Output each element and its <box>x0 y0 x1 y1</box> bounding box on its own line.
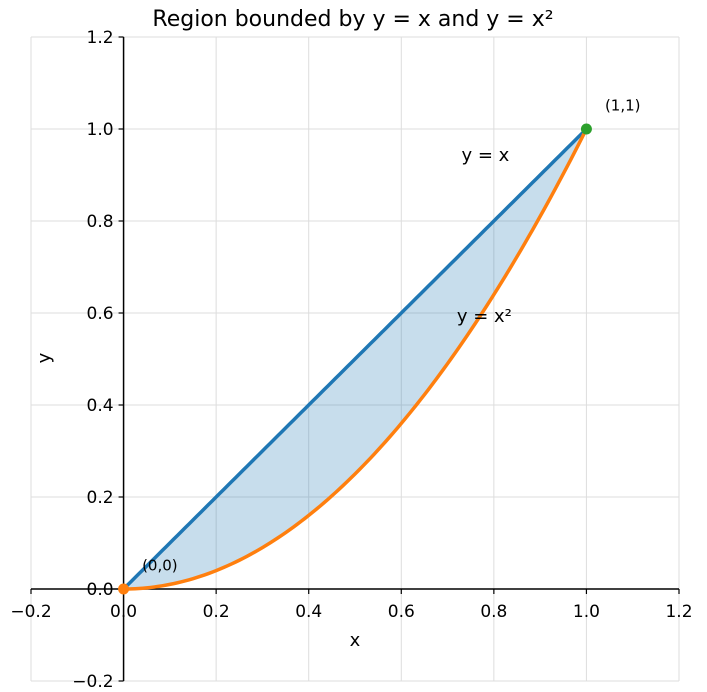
chart-title: Region bounded by y = x and y = x² <box>152 7 553 32</box>
ticks: −0.2 0.0 0.2 0.4 0.6 0.8 1.0 1.2 −0.2 0.0 0.2 0.4 0.… <box>10 28 692 692</box>
x-tick-label: 0.6 <box>388 602 415 622</box>
series-line-1 <box>121 127 589 591</box>
series-line-0 <box>121 127 589 591</box>
highlight-point-0 <box>118 583 130 595</box>
y-tick-label: 0.8 <box>87 212 114 232</box>
x-axis-label: x <box>350 630 361 651</box>
x-tick-label: 0.2 <box>203 602 230 622</box>
y-tick-label: −0.2 <box>72 672 113 692</box>
x-tick-label: 0.8 <box>480 602 507 622</box>
y-tick-label: 0.0 <box>87 580 114 600</box>
highlight-point-1 <box>580 123 592 135</box>
y-tick-label: 1.0 <box>87 120 114 140</box>
x-tick-label: 1.2 <box>665 602 692 622</box>
x-tick-label: 0.0 <box>110 602 137 622</box>
series-lines <box>121 127 589 591</box>
y-tick-label: 0.6 <box>87 304 114 324</box>
series-label: y = x² <box>457 306 512 327</box>
grid <box>30 36 680 682</box>
curve-labels: y = x y = x² <box>457 145 512 327</box>
x-tick-label: −0.2 <box>10 602 51 622</box>
y-axis-label: y <box>34 352 55 363</box>
y-tick-label: 0.4 <box>87 396 114 416</box>
point-label: (1,1) <box>605 97 641 115</box>
x-tick-label: 1.0 <box>573 602 600 622</box>
y-tick-label: 0.2 <box>87 488 114 508</box>
point-label: (0,0) <box>142 557 178 575</box>
y-tick-label: 1.2 <box>87 28 114 48</box>
series-label: y = x <box>461 145 509 166</box>
highlight-points: (0,0) (1,1) <box>118 97 641 595</box>
x-tick-label: 0.4 <box>295 602 322 622</box>
